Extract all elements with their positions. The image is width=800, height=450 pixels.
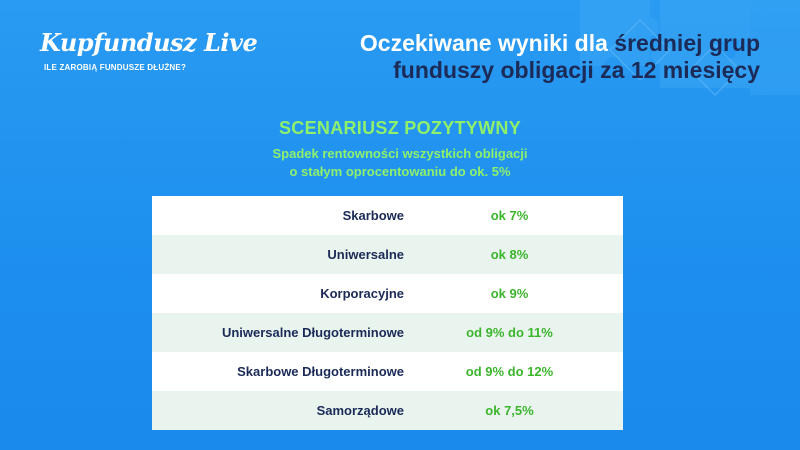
table-row: Skarbowe Długoterminowe od 9% do 12%: [152, 352, 623, 391]
expected-return: ok 7%: [490, 208, 529, 223]
scenario-subtitle-line2: o stałym oprocentowaniu do ok. 5%: [289, 164, 511, 179]
headline-part-white: Oczekiwane wyniki dla: [359, 30, 608, 56]
page-headline: Oczekiwane wyniki dla średniej grup fund…: [360, 30, 760, 84]
fund-group-name: Uniwersalne: [327, 247, 404, 262]
scenario-subtitle-line1: Spadek rentowności wszystkich obligacji: [272, 146, 528, 161]
expected-return: ok 7,5%: [485, 403, 534, 418]
logo-text: Kupfundusz Live: [40, 28, 258, 57]
expected-return: ok 8%: [490, 247, 529, 262]
table-row: Skarbowe ok 7%: [152, 196, 623, 235]
scenario-subtitle: Spadek rentowności wszystkich obligacji …: [0, 145, 800, 181]
table-row: Samorządowe ok 7,5%: [152, 391, 623, 430]
fund-group-name: Korporacyjne: [320, 286, 404, 301]
expected-return: od 9% do 11%: [466, 325, 553, 340]
fund-group-name: Skarbowe: [342, 208, 404, 223]
fund-group-name: Uniwersalne Długoterminowe: [221, 325, 404, 340]
table-row: Korporacyjne ok 9%: [152, 274, 623, 313]
expected-return: od 9% do 12%: [465, 364, 554, 379]
headline-line2: funduszy obligacji za 12 miesięcy: [393, 57, 760, 83]
logo-tagline: ILE ZAROBIĄ FUNDUSZE DŁUŻNE?: [44, 63, 187, 72]
expected-return: ok 9%: [490, 286, 529, 301]
headline-part-dark: średniej grup: [614, 30, 760, 56]
fund-group-name: Skarbowe Długoterminowe: [237, 364, 404, 379]
brand-logo: Kupfundusz Live ILE ZAROBIĄ FUNDUSZE DŁU…: [40, 28, 258, 72]
forecast-table: Skarbowe ok 7% Uniwersalne ok 8% Korpora…: [152, 196, 623, 430]
scenario-title: SCENARIUSZ POZYTYWNY: [278, 118, 521, 138]
fund-group-name: Samorządowe: [316, 403, 404, 418]
table-row: Uniwersalne ok 8%: [152, 235, 623, 274]
table-row: Uniwersalne Długoterminowe od 9% do 11%: [152, 313, 623, 352]
